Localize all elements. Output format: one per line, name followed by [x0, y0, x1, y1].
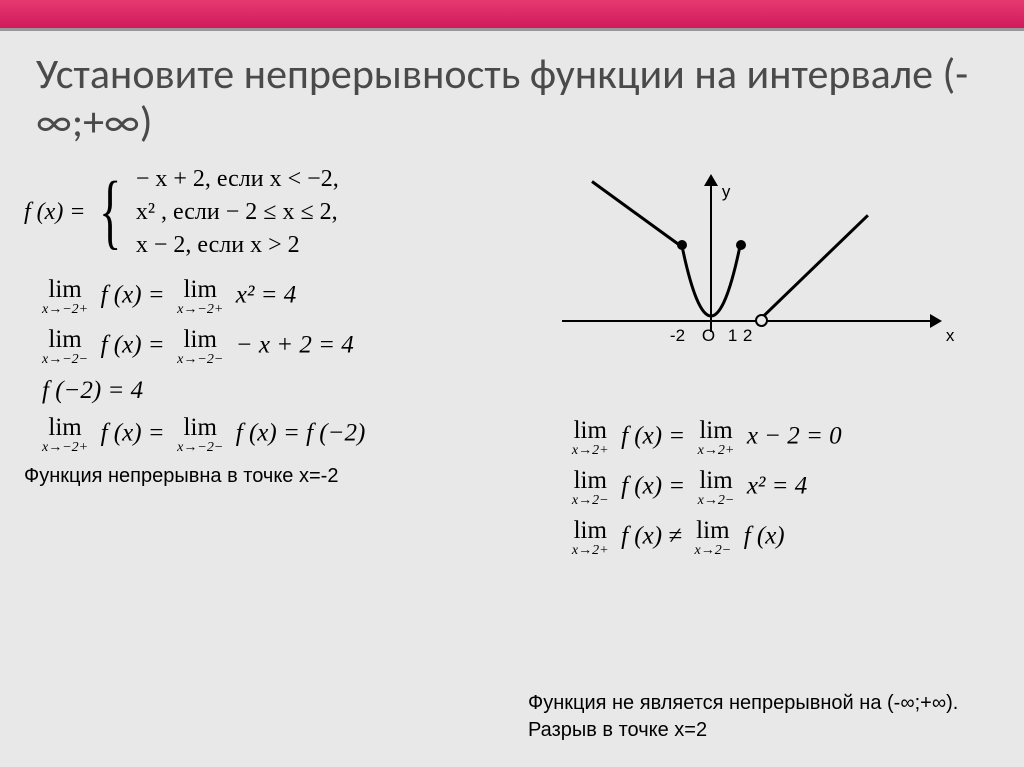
graph-parabola: [652, 206, 772, 326]
lim-rhs: − x + 2 = 4: [236, 331, 354, 358]
left-column: f (x) = { − x + 2, если x < −2, x² , есл…: [24, 160, 532, 488]
limit-line-1: limx→−2+ f (x) = limx→−2+ x² = 4: [42, 277, 532, 317]
function-graph: y x О -2 1 2: [532, 170, 972, 390]
content-area: f (x) = { − x + 2, если x < −2, x² , есл…: [0, 160, 1024, 488]
closed-dot-right: [736, 240, 746, 250]
lim-rhs: x² = 4: [236, 281, 296, 308]
lim-mid: f (x) ≠: [621, 522, 682, 549]
accent-bar: [0, 0, 1024, 31]
lim-text: lim: [574, 417, 607, 444]
piecewise-lhs: f (x) =: [24, 199, 86, 226]
brace-icon: {: [99, 183, 121, 242]
graph-right-line: [759, 214, 869, 320]
lim-mid: f (x) =: [101, 419, 165, 446]
case-1: − x + 2, если x < −2,: [136, 166, 339, 193]
lim-mid: f (x) =: [101, 331, 165, 358]
left-conclusion: Функция непрерывна в точке х=-2: [24, 465, 532, 488]
lim-text: lim: [184, 276, 217, 303]
lim-rhs: x² = 4: [747, 472, 807, 499]
lim-text: lim: [184, 414, 217, 441]
limit-line-2: limx→−2− f (x) = limx→−2− − x + 2 = 4: [42, 327, 532, 367]
lim-mid: f (x) =: [621, 422, 685, 449]
limit-line-3: f (−2) = 4: [42, 377, 532, 405]
piecewise-definition: f (x) = { − x + 2, если x < −2, x² , есл…: [24, 166, 532, 259]
lim-sub: x→−2−: [177, 353, 223, 367]
lim-rhs: f (x): [744, 522, 785, 549]
bottom-conclusion: Функция не является непрерывной на (-∞;+…: [528, 690, 958, 744]
lim-text: lim: [48, 414, 81, 441]
lim-text: lim: [699, 467, 732, 494]
lim-sub: x→−2+: [177, 303, 223, 317]
lim-text: lim: [574, 467, 607, 494]
closed-dot-left: [677, 240, 687, 250]
lim-text: lim: [696, 517, 729, 544]
tick-neg2: -2: [670, 326, 685, 346]
bottom-line-1: Функция не является непрерывной на (-∞;+…: [528, 690, 958, 717]
tick-2: 2: [743, 326, 752, 346]
lim-sub: x→2−: [698, 494, 735, 508]
lim-sub: x→2−: [695, 544, 732, 558]
lim-rhs: f (x) = f (−2): [236, 419, 366, 446]
lim-text: lim: [574, 517, 607, 544]
x-axis-arrow-icon: [930, 314, 942, 328]
lim-sub: x→−2+: [42, 441, 88, 455]
lim-text: lim: [184, 326, 217, 353]
lim-sub: x→2−: [572, 494, 609, 508]
right-limits-block: limx→2+ f (x) = limx→2+ x − 2 = 0 limx→2…: [548, 408, 988, 568]
lim-text: lim: [48, 326, 81, 353]
x-axis-label: x: [946, 326, 955, 346]
lim-sub: x→−2−: [42, 353, 88, 367]
lim-sub: x→−2+: [42, 303, 88, 317]
y-axis-arrow-icon: [704, 174, 718, 186]
piecewise-cases: − x + 2, если x < −2, x² , если − 2 ≤ x …: [136, 166, 339, 259]
lim-mid: f (x) =: [101, 281, 165, 308]
y-axis-label: y: [722, 182, 731, 202]
lim-sub: x→−2−: [177, 441, 223, 455]
r-limit-line-1: limx→2+ f (x) = limx→2+ x − 2 = 0: [572, 418, 988, 458]
case-3: x − 2, если x > 2: [136, 232, 339, 259]
slide-title: Установите непрерывность функции на инте…: [0, 31, 1024, 160]
open-dot-x2: [755, 314, 768, 327]
case-2: x² , если − 2 ≤ x ≤ 2,: [136, 199, 339, 226]
tick-1: 1: [728, 326, 737, 346]
lim-text: lim: [699, 417, 732, 444]
origin-label: О: [702, 326, 715, 346]
lim-sub: x→2+: [698, 444, 735, 458]
lim-rhs: x − 2 = 0: [747, 422, 842, 449]
lim-mid: f (x) =: [621, 472, 685, 499]
lim-text: lim: [48, 276, 81, 303]
right-column: y x О -2 1 2 limx→2+ f (x) = limx→2+ x −…: [532, 160, 1000, 488]
r-limit-line-3: limx→2+ f (x) ≠ limx→2− f (x): [572, 518, 988, 558]
r-limit-line-2: limx→2− f (x) = limx→2− x² = 4: [572, 468, 988, 508]
bottom-line-2: Разрыв в точке х=2: [528, 717, 958, 744]
limit-line-4: limx→−2+ f (x) = limx→−2− f (x) = f (−2): [42, 415, 532, 455]
lim-sub: x→2+: [572, 444, 609, 458]
lim-sub: x→2+: [572, 544, 609, 558]
